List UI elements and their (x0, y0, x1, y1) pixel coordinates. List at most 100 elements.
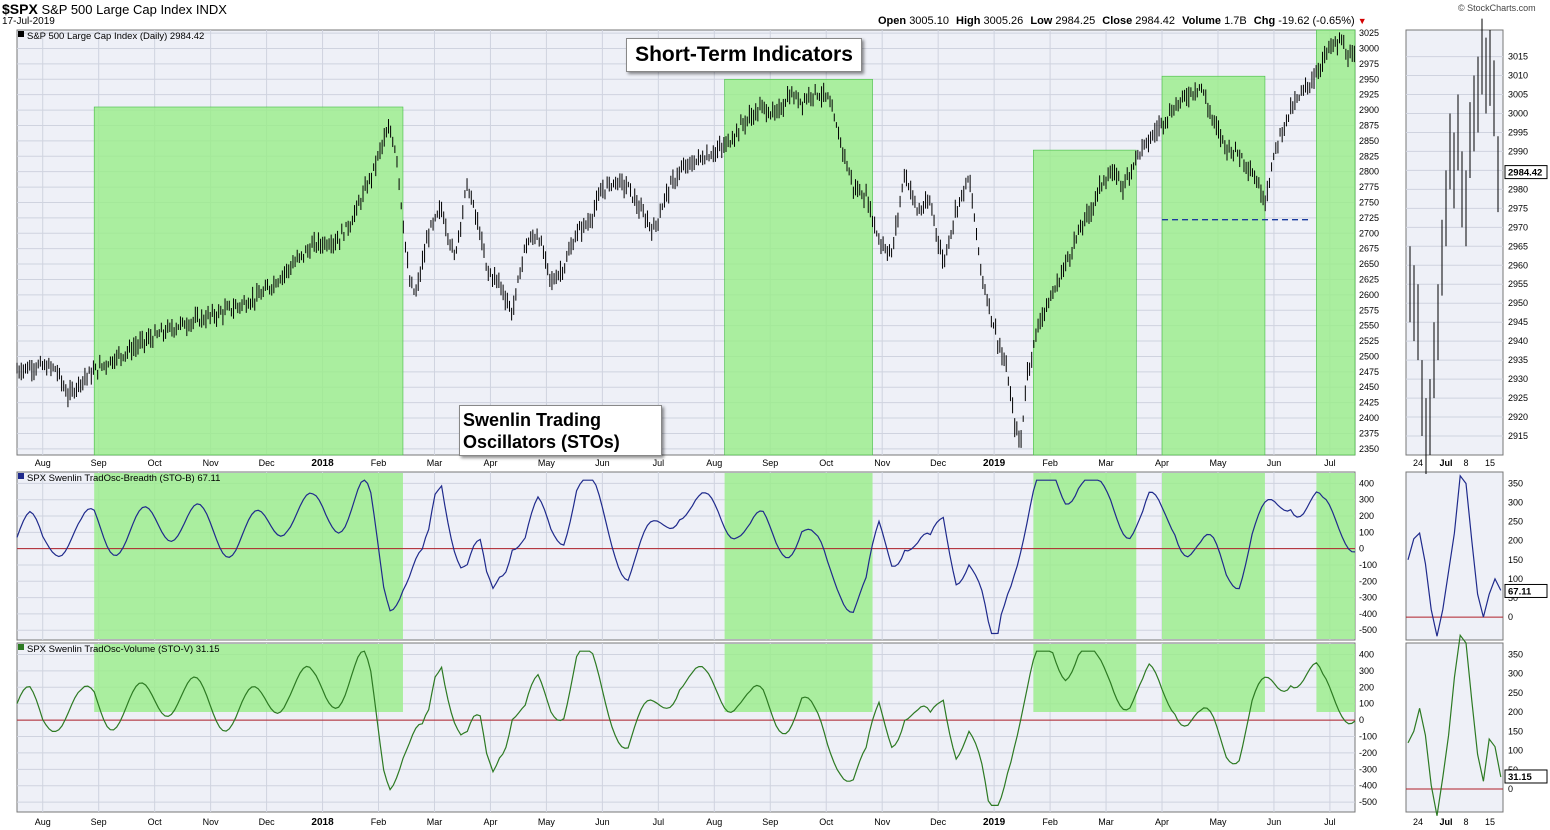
zoom-volume-line (1407, 633, 1502, 816)
x-tick-label: Aug (706, 458, 722, 468)
volume-y-tick-label: 100 (1359, 699, 1374, 709)
zoom-breadth-y-tick-label: 150 (1508, 555, 1523, 565)
zoom-volume-y-tick-label: 0 (1508, 784, 1513, 794)
close-label: Close (1102, 15, 1133, 27)
x-tick-label: Apr (1155, 817, 1169, 827)
x-tick-label: 2018 (311, 458, 334, 469)
x-tick-label: Dec (259, 817, 276, 827)
zoom-breadth-y-tick-label: 100 (1508, 574, 1523, 584)
zoom-x-tick-label: 8 (1463, 458, 1468, 468)
zoom-breadth-line (1407, 474, 1502, 637)
zoom-x-tick-label: 24 (1413, 458, 1423, 468)
volume-y-tick-label: -100 (1359, 732, 1377, 742)
zoom-price-y-tick-label: 2995 (1508, 127, 1528, 137)
shaded-region-breadth (1162, 473, 1265, 639)
volume-y-tick-label: -300 (1359, 764, 1377, 774)
x-tick-label: 2018 (311, 817, 334, 828)
price-last-value: 2984.42 (1508, 168, 1542, 179)
zoom-breadth-y-tick-label: 200 (1508, 536, 1523, 546)
x-tick-label: Nov (874, 458, 891, 468)
x-tick-label: May (538, 458, 556, 468)
high-value: 3005.26 (983, 15, 1024, 27)
x-tick-label: Jul (1324, 458, 1336, 468)
zoom-price-y-tick-label: 2980 (1508, 184, 1528, 194)
x-tick-label: Aug (35, 458, 51, 468)
stos-callout-line1: Swenlin Trading (463, 410, 602, 430)
volume-legend: SPX Swenlin TradOsc-Volume (STO-V) 31.15 (27, 644, 220, 655)
zoom-price-y-tick-label: 3005 (1508, 90, 1528, 100)
low-label: Low (1030, 15, 1053, 27)
breadth-legend-swatch (18, 473, 24, 479)
zoom-volume-panel (1405, 642, 1504, 813)
shaded-region-volume (1316, 644, 1355, 712)
shaded-region-volume (1162, 644, 1265, 712)
x-tick-label: Dec (930, 817, 947, 827)
price-legend-swatch (18, 31, 24, 37)
x-tick-label: Jun (1267, 458, 1282, 468)
shaded-region-breadth (1033, 473, 1137, 639)
breadth-y-tick-label: 300 (1359, 495, 1374, 505)
zoom-price-y-tick-label: 2955 (1508, 279, 1528, 289)
zoom-volume-y-tick-label: 250 (1508, 688, 1523, 698)
shaded-region-breadth (1316, 473, 1355, 639)
zoom-breadth-y-tick-label: 250 (1508, 517, 1523, 527)
x-tick-label: Nov (874, 817, 891, 827)
x-tick-label: Jun (1267, 817, 1282, 827)
x-tick-label: Sep (762, 817, 778, 827)
zoom-price-y-tick-label: 2965 (1508, 241, 1528, 251)
zoom-volume-y-tick-label: 200 (1508, 707, 1523, 717)
price-y-tick-label: 2700 (1359, 228, 1379, 238)
shaded-region-breadth (724, 473, 873, 639)
price-y-tick-label: 3000 (1359, 43, 1379, 53)
ohlc-readout: Open 3005.10 High 3005.26 Low 2984.25 Cl… (874, 15, 1367, 27)
x-tick-label: Jul (1324, 817, 1336, 827)
low-value: 2984.25 (1055, 15, 1096, 27)
breadth-y-tick-label: 200 (1359, 511, 1374, 521)
x-tick-label: Sep (91, 458, 107, 468)
shaded-region-price (724, 78, 873, 456)
volume-y-tick-label: 200 (1359, 682, 1374, 692)
zoom-price-y-tick-label: 3000 (1508, 108, 1528, 118)
x-tick-label: Mar (1098, 458, 1114, 468)
zoom-breadth-y-tick-label: 350 (1508, 478, 1523, 488)
breadth-legend: SPX Swenlin TradOsc-Breadth (STO-B) 67.1… (27, 473, 220, 484)
volume-y-tick-label: 400 (1359, 649, 1374, 659)
chart-date: 17-Jul-2019 (2, 16, 55, 27)
zoom-breadth-y-tick-label: 300 (1508, 498, 1523, 508)
price-y-tick-label: 2550 (1359, 321, 1379, 331)
x-tick-label: Nov (203, 817, 220, 827)
x-tick-label: Oct (819, 817, 834, 827)
zoom-volume-y-tick-label: 300 (1508, 669, 1523, 679)
x-tick-label: Jun (595, 458, 610, 468)
down-arrow-icon: ▼ (1357, 16, 1367, 26)
index-name: S&P 500 Large Cap Index (41, 2, 193, 17)
x-tick-label: May (1209, 817, 1227, 827)
x-tick-label: Apr (483, 458, 497, 468)
zoom-price-y-tick-label: 2920 (1508, 412, 1528, 422)
zoom-x-tick-label: Jul (1439, 817, 1452, 827)
exchange-name: INDX (195, 2, 227, 17)
volume-label: Volume (1182, 15, 1222, 27)
zoom-breadth-y-tick-label: 50 (1508, 593, 1518, 603)
ticker-symbol: $SPX (2, 1, 38, 17)
zoom-breadth-y-tick-label: 0 (1508, 612, 1513, 622)
volume-last-value: 31.15 (1508, 772, 1532, 783)
volume-y-tick-label: -400 (1359, 781, 1377, 791)
zoom-price-y-tick-label: 3015 (1508, 52, 1528, 62)
price-y-tick-label: 2725 (1359, 213, 1379, 223)
price-y-tick-label: 2875 (1359, 120, 1379, 130)
zoom-volume-y-tick-label: 350 (1508, 650, 1523, 660)
price-y-tick-label: 2375 (1359, 428, 1379, 438)
zoom-x-tick-label: Jul (1439, 458, 1452, 468)
x-tick-label: Sep (91, 817, 107, 827)
zoom-price-y-tick-label: 2935 (1508, 355, 1528, 365)
price-y-tick-label: 2350 (1359, 444, 1379, 454)
price-y-tick-label: 2925 (1359, 90, 1379, 100)
x-tick-label: Oct (148, 458, 163, 468)
zoom-x-tick-label: 8 (1463, 817, 1468, 827)
x-tick-label: Oct (148, 817, 163, 827)
zoom-price-panel (1405, 29, 1504, 456)
volume-y-tick-label: -500 (1359, 797, 1377, 807)
high-label: High (956, 15, 981, 27)
price-y-tick-label: 2450 (1359, 382, 1379, 392)
